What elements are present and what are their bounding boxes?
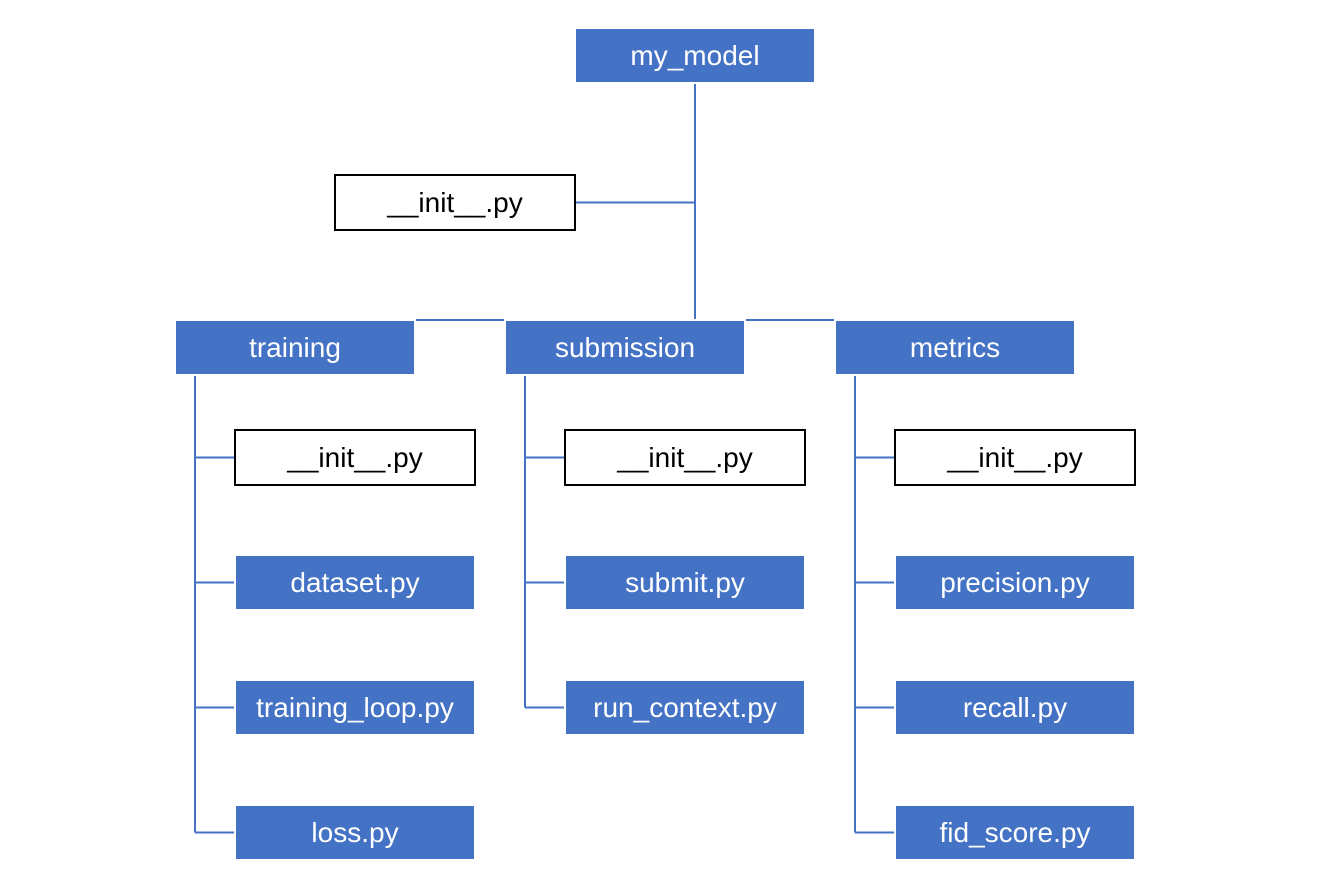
branch-0-file-0: __init__.py [235,430,475,485]
branch-0-file-1: dataset.py [235,555,475,610]
branch-folder-0: training [175,320,415,375]
branch-0-file-2-label: training_loop.py [256,692,454,723]
root-folder: my_model [575,28,815,83]
branch-2-file-0-label: __init__.py [946,442,1082,473]
branch-2-file-3-label: fid_score.py [940,817,1091,848]
branch-1-file-2: run_context.py [565,680,805,735]
branch-2-file-2-label: recall.py [963,692,1067,723]
branch-folder-1: submission [505,320,745,375]
branch-folder-2: metrics [835,320,1075,375]
branch-folder-2-label: metrics [910,332,1000,363]
branch-2-file-2: recall.py [895,680,1135,735]
root-init-file-label: __init__.py [386,187,522,218]
branch-0-file-1-label: dataset.py [290,567,419,598]
branch-0-file-3-label: loss.py [311,817,398,848]
branch-1-file-2-label: run_context.py [593,692,777,723]
root-folder-label: my_model [630,40,759,71]
branch-1-file-0-label: __init__.py [616,442,752,473]
directory-tree-diagram: my_model __init__.py training __init__.pyda… [0,0,1337,893]
branch-0-file-2: training_loop.py [235,680,475,735]
branch-2-file-1: precision.py [895,555,1135,610]
branch-2-file-0: __init__.py [895,430,1135,485]
branch-1-file-0: __init__.py [565,430,805,485]
branch-1-file-1-label: submit.py [625,567,745,598]
branch-2-file-1-label: precision.py [940,567,1089,598]
branch-folder-1-label: submission [555,332,695,363]
branch-2-file-3: fid_score.py [895,805,1135,860]
branch-1-file-1: submit.py [565,555,805,610]
branch-folder-0-label: training [249,332,341,363]
branch-0-file-0-label: __init__.py [286,442,422,473]
branch-0-file-3: loss.py [235,805,475,860]
root-init-file: __init__.py [335,175,575,230]
